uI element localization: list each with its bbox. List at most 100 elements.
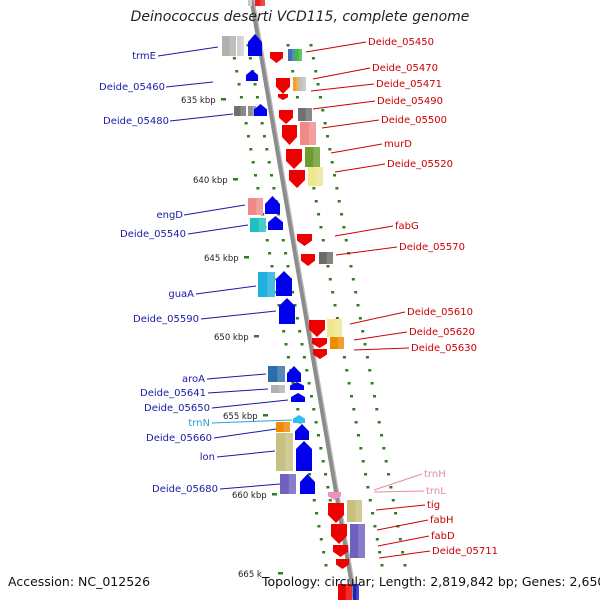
leader-line <box>353 331 408 341</box>
kbp-tick-label: 660 kbp <box>232 491 267 501</box>
gene-label-right: Deide_05470 <box>372 63 438 74</box>
leader-line <box>165 81 214 88</box>
tick-column-outer-right <box>342 226 346 229</box>
kbp-tick-mark <box>272 493 277 496</box>
leader-line <box>335 246 398 256</box>
tick-column-outer-left <box>232 57 236 60</box>
tick-column-outer-right <box>365 356 369 359</box>
gene-label-right: Deide_05450 <box>368 37 434 48</box>
tick-column-outer-left <box>246 135 250 138</box>
forward-gene-arrow <box>254 104 267 116</box>
feature-gene-box-shade <box>240 106 246 116</box>
feature-gene-box-shade <box>258 218 266 232</box>
tick-column-outer-right <box>337 200 341 203</box>
tick-column-inner-left <box>309 395 313 398</box>
feature-gene-box-shade <box>355 500 362 522</box>
forward-gene-arrow <box>246 70 258 81</box>
leader-line <box>373 473 423 491</box>
tick-column-outer-left <box>239 96 243 99</box>
feature-gene-box <box>248 106 256 116</box>
tick-column-inner-right <box>361 460 365 463</box>
reverse-gene-arrow <box>297 234 312 246</box>
tick-column-inner-left <box>291 291 295 294</box>
gene-label-left: engD <box>156 210 183 221</box>
feature-gene-box <box>305 147 320 167</box>
tick-column-outer-left <box>296 408 300 411</box>
tick-column-inner-left <box>260 122 264 125</box>
tick-column-inner-left <box>295 317 299 320</box>
kbp-tick-label: 645 kbp <box>204 254 239 264</box>
feature-gene-box <box>248 198 263 215</box>
tick-column-inner-right <box>380 564 384 567</box>
tick-column-outer-right <box>391 499 395 502</box>
feature-gene-box-shade <box>298 49 302 61</box>
tick-column-inner-left <box>281 239 285 242</box>
feature-gene-box-shade <box>345 584 352 600</box>
trna-arrow <box>293 415 305 423</box>
tick-column-inner-right <box>291 70 295 73</box>
tick-column-inner-left <box>293 304 297 307</box>
tick-column-outer-left <box>268 252 272 255</box>
leader-line <box>310 83 375 92</box>
tick-column-inner-right <box>331 291 335 294</box>
tick-column-outer-right <box>389 486 393 489</box>
tick-column-inner-right <box>345 369 349 372</box>
tick-column-outer-right <box>309 44 313 47</box>
tick-column-inner-right <box>328 278 332 281</box>
leader-line <box>219 483 281 490</box>
gene-label-right: Deide_05630 <box>411 343 477 354</box>
tick-column-inner-right <box>319 226 323 229</box>
gene-label-left: trnN <box>188 418 210 429</box>
feature-gene-box-shade <box>356 584 359 600</box>
tick-column-outer-left <box>270 265 274 268</box>
tick-column-outer-right <box>323 122 327 125</box>
leader-line <box>330 143 383 154</box>
tick-column-inner-left <box>284 252 288 255</box>
tick-column-outer-left <box>235 70 239 73</box>
feature-gene-box <box>258 272 275 297</box>
tick-column-inner-right <box>368 499 372 502</box>
leader-line <box>312 67 371 80</box>
forward-gene-arrow <box>296 441 312 471</box>
feature-gene-box-shade <box>256 198 263 215</box>
feature-gene-box-shade <box>260 0 265 6</box>
gene-label-right: fabG <box>395 221 419 232</box>
reverse-gene-arrow <box>279 110 293 124</box>
feature-gene-box-shade <box>288 474 296 494</box>
feature-gene-box-shade <box>278 385 285 393</box>
tick-column-outer-right <box>387 473 391 476</box>
feature-gene-box <box>293 77 299 91</box>
feature-gene-box-shade <box>302 77 306 91</box>
tick-column-outer-right <box>354 291 358 294</box>
tick-column-outer-right <box>377 421 381 424</box>
tick-column-outer-right <box>318 96 322 99</box>
tick-column-outer-right <box>384 460 388 463</box>
tick-column-inner-right <box>342 356 346 359</box>
feature-gene-box-shade <box>305 108 312 121</box>
tick-column-outer-right <box>333 174 337 177</box>
reverse-gene-arrow <box>331 524 347 544</box>
tick-column-outer-right <box>363 343 367 346</box>
leader-line <box>211 419 293 424</box>
gene-label-left: aroA <box>182 374 205 385</box>
leader-line <box>195 285 257 295</box>
feature-gene-box-shade <box>308 122 316 145</box>
tick-column-inner-left <box>319 447 323 450</box>
tick-column-inner-right <box>371 512 375 515</box>
reverse-gene-arrow <box>278 94 288 100</box>
tick-column-inner-right <box>354 421 358 424</box>
feature-gene-box <box>353 584 359 600</box>
kbp-tick-label: 635 kbp <box>181 96 216 106</box>
gene-label-right: Deide_05471 <box>376 79 442 90</box>
tick-column-outer-left <box>249 148 253 151</box>
feature-gene-box-shade <box>296 77 299 91</box>
kbp-tick-mark <box>254 335 259 338</box>
feature-gene-box <box>298 108 312 121</box>
gene-label-right: Deide_05500 <box>381 115 447 126</box>
tick-column-inner-left <box>324 473 328 476</box>
tick-column-outer-right <box>358 317 362 320</box>
feature-gene-box-shade <box>277 366 285 382</box>
leader-line <box>216 450 276 458</box>
tick-column-outer-left <box>291 382 295 385</box>
leader-line <box>376 519 429 531</box>
